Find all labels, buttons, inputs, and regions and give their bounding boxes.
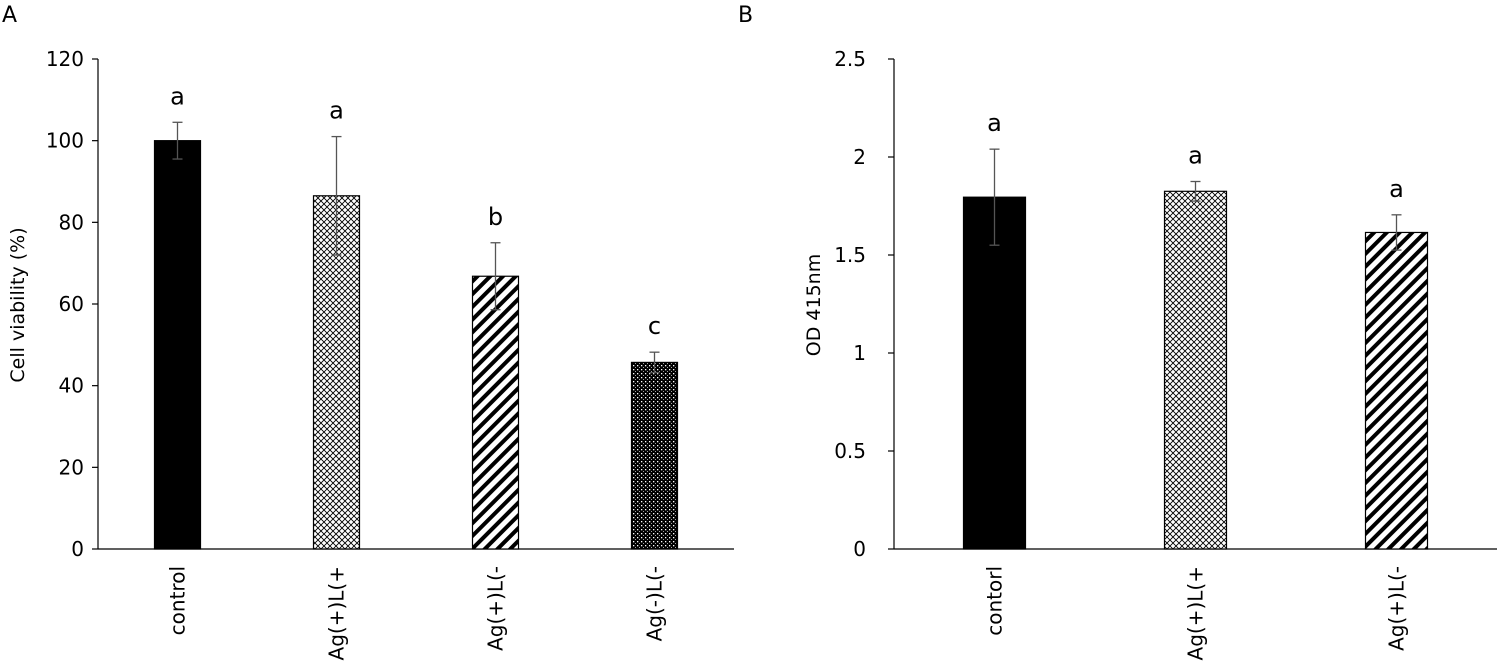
category-label: contorl (983, 566, 1007, 636)
error-bar (989, 148, 1000, 246)
bar-a-3 (471, 275, 520, 550)
significance-label: a (987, 109, 1002, 137)
error-bar (1391, 214, 1402, 251)
error-bar (1190, 180, 1201, 202)
chart-panel-b: B 0 0.5 1 1.5 2 2.5 a contorl a Ag(+)L(+ a Ag(+)L(-… (738, 3, 1497, 660)
error-bar (490, 242, 501, 311)
bar-b-2 (1163, 190, 1228, 550)
category-label: control (166, 566, 190, 635)
y-tick-label: 0 (71, 537, 84, 561)
significance-label: a (1188, 142, 1203, 170)
chart-panel-a: A 0 20 40 60 80 100 120 a control a Ag(+)L(+ b Ag(+)… (2, 3, 734, 660)
error-bar (649, 351, 660, 374)
y-tick-label: 1.5 (834, 243, 866, 267)
category-label: Ag(-)L(- (643, 566, 667, 641)
plot-area-a: 0 20 40 60 80 100 120 a control a Ag(+)L(+ b Ag(+)L(… (46, 47, 734, 660)
y-tick-label: 20 (59, 455, 84, 479)
y-tick-label: 2.5 (834, 47, 866, 71)
y-tick-label: 1 (853, 341, 866, 365)
y-tick-label: 120 (46, 47, 84, 71)
significance-label: a (1389, 175, 1404, 203)
panel-label-a: A (2, 3, 17, 28)
significance-label: a (329, 97, 344, 125)
plot-area-b: 0 0.5 1 1.5 2 2.5 a contorl a Ag(+)L(+ a Ag(+)L(- (834, 47, 1497, 660)
panel-label-b: B (738, 3, 753, 28)
category-label: Ag(+)L(- (484, 566, 508, 651)
significance-label: c (648, 312, 661, 340)
y-axis-label-b: OD 415nm (803, 254, 825, 356)
bar-b-3 (1364, 231, 1429, 550)
y-axis-label-a: Cell viability (%) (7, 227, 29, 382)
significance-label: a (170, 82, 185, 110)
y-tick-label: 2 (853, 145, 866, 169)
bar-a-4 (630, 361, 679, 550)
category-label: Ag(+)L(- (1385, 566, 1409, 651)
significance-label: b (488, 203, 503, 231)
bar-a-1 (153, 140, 202, 550)
y-tick-label: 60 (59, 292, 84, 316)
y-tick-label: 0.5 (834, 439, 866, 463)
error-bar (172, 121, 183, 160)
y-tick-label: 0 (853, 537, 866, 561)
y-tick-label: 100 (46, 129, 84, 153)
category-label: Ag(+)L(+ (325, 566, 349, 660)
y-tick-label: 40 (59, 374, 84, 398)
error-bar (331, 135, 342, 256)
y-tick-label: 80 (59, 210, 84, 234)
bar-b-1 (962, 196, 1027, 550)
category-label: Ag(+)L(+ (1184, 566, 1208, 660)
